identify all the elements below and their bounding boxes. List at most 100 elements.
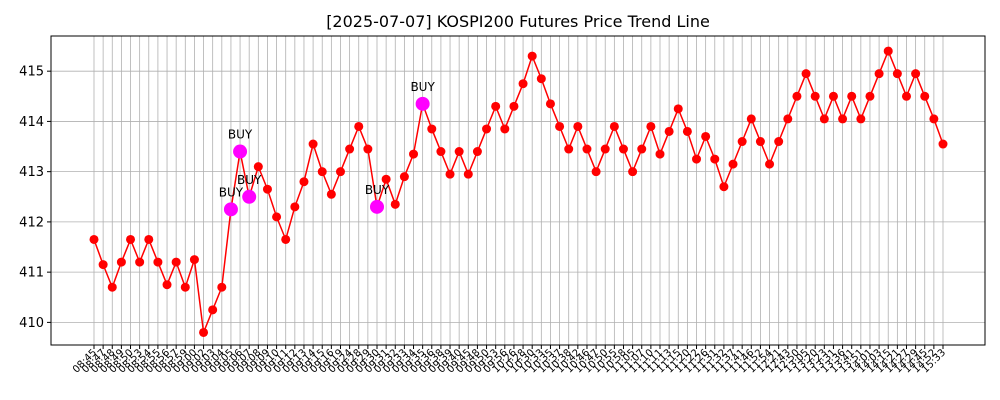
- price-point: [162, 280, 172, 290]
- price-point: [609, 121, 619, 131]
- price-point: [116, 257, 126, 267]
- price-point: [326, 189, 336, 199]
- price-point: [199, 327, 209, 337]
- price-point: [865, 91, 875, 101]
- price-point: [728, 159, 738, 169]
- price-point: [445, 169, 455, 179]
- price-point: [646, 121, 656, 131]
- price-point: [582, 144, 592, 154]
- buy-signal-label: BUY: [237, 173, 262, 187]
- buy-signal-label: BUY: [219, 185, 244, 199]
- price-point: [299, 177, 309, 187]
- price-point: [600, 144, 610, 154]
- price-point: [810, 91, 820, 101]
- price-point: [427, 124, 437, 134]
- buy-signal-label: BUY: [410, 80, 435, 94]
- price-point: [673, 104, 683, 114]
- price-point: [253, 162, 263, 172]
- y-tick-label: 413: [19, 165, 44, 180]
- price-point: [144, 234, 154, 244]
- x-axis-ticks: 08:4508:4708:4808:4908:5008:5308:5408:55…: [71, 345, 948, 376]
- price-point: [847, 91, 857, 101]
- price-point: [208, 305, 218, 315]
- price-point: [409, 149, 419, 159]
- price-point: [171, 257, 181, 267]
- price-point: [262, 184, 272, 194]
- price-point: [920, 91, 930, 101]
- y-tick-label: 415: [19, 65, 44, 80]
- price-point: [637, 144, 647, 154]
- price-point: [892, 69, 902, 79]
- price-point: [472, 147, 482, 157]
- price-point: [838, 114, 848, 124]
- price-point: [217, 282, 227, 292]
- price-point: [518, 79, 528, 89]
- price-point: [454, 147, 464, 157]
- price-point: [774, 137, 784, 147]
- price-point: [555, 121, 565, 131]
- grid-lines: [51, 36, 985, 345]
- price-point: [390, 199, 400, 209]
- price-point: [363, 144, 373, 154]
- price-polyline: [93, 49, 944, 336]
- y-tick-label: 414: [19, 115, 44, 130]
- price-point: [272, 212, 282, 222]
- price-point: [381, 174, 391, 184]
- price-point: [98, 260, 108, 270]
- price-point: [509, 101, 519, 111]
- price-point: [463, 169, 473, 179]
- price-point: [874, 69, 884, 79]
- y-tick-label: 411: [19, 266, 44, 281]
- price-point: [180, 282, 190, 292]
- price-point: [783, 114, 793, 124]
- buy-signal-label: BUY: [365, 183, 390, 197]
- price-point: [664, 126, 674, 136]
- price-point: [655, 149, 665, 159]
- price-point: [308, 139, 318, 149]
- price-point: [792, 91, 802, 101]
- price-point: [618, 144, 628, 154]
- price-point: [819, 114, 829, 124]
- price-point: [573, 121, 583, 131]
- price-point: [901, 91, 911, 101]
- price-point: [482, 124, 492, 134]
- price-point: [491, 101, 501, 111]
- price-point: [281, 234, 291, 244]
- price-point: [536, 74, 546, 84]
- chart-title: [2025-07-07] KOSPI200 Futures Price Tren…: [326, 12, 710, 31]
- price-point: [545, 99, 555, 109]
- price-point: [345, 144, 355, 154]
- price-point: [682, 126, 692, 136]
- price-point: [591, 167, 601, 177]
- price-point: [746, 114, 756, 124]
- price-line: [93, 49, 944, 336]
- price-point: [938, 139, 948, 149]
- y-tick-label: 410: [19, 316, 44, 331]
- price-point: [564, 144, 574, 154]
- y-axis-ticks: 410 411 412 413 414 415: [19, 65, 51, 331]
- price-point: [755, 137, 765, 147]
- price-point: [527, 51, 537, 61]
- price-point: [856, 114, 866, 124]
- price-point: [911, 69, 921, 79]
- price-point: [883, 46, 893, 56]
- buy-signal-marker: [370, 199, 384, 214]
- price-point: [929, 114, 939, 124]
- buy-signal-marker: [223, 202, 238, 217]
- price-point: [189, 255, 199, 265]
- y-tick-label: 412: [19, 215, 44, 230]
- buy-signal-marker: [233, 144, 248, 159]
- price-point: [399, 172, 409, 182]
- price-point: [436, 147, 446, 157]
- price-point: [335, 167, 345, 177]
- price-points: [89, 46, 948, 337]
- price-point: [89, 234, 99, 244]
- price-point: [290, 202, 300, 212]
- price-point: [710, 154, 720, 164]
- price-point: [135, 257, 145, 267]
- buy-signal-marker: [415, 96, 430, 111]
- price-point: [628, 167, 638, 177]
- price-point: [107, 282, 117, 292]
